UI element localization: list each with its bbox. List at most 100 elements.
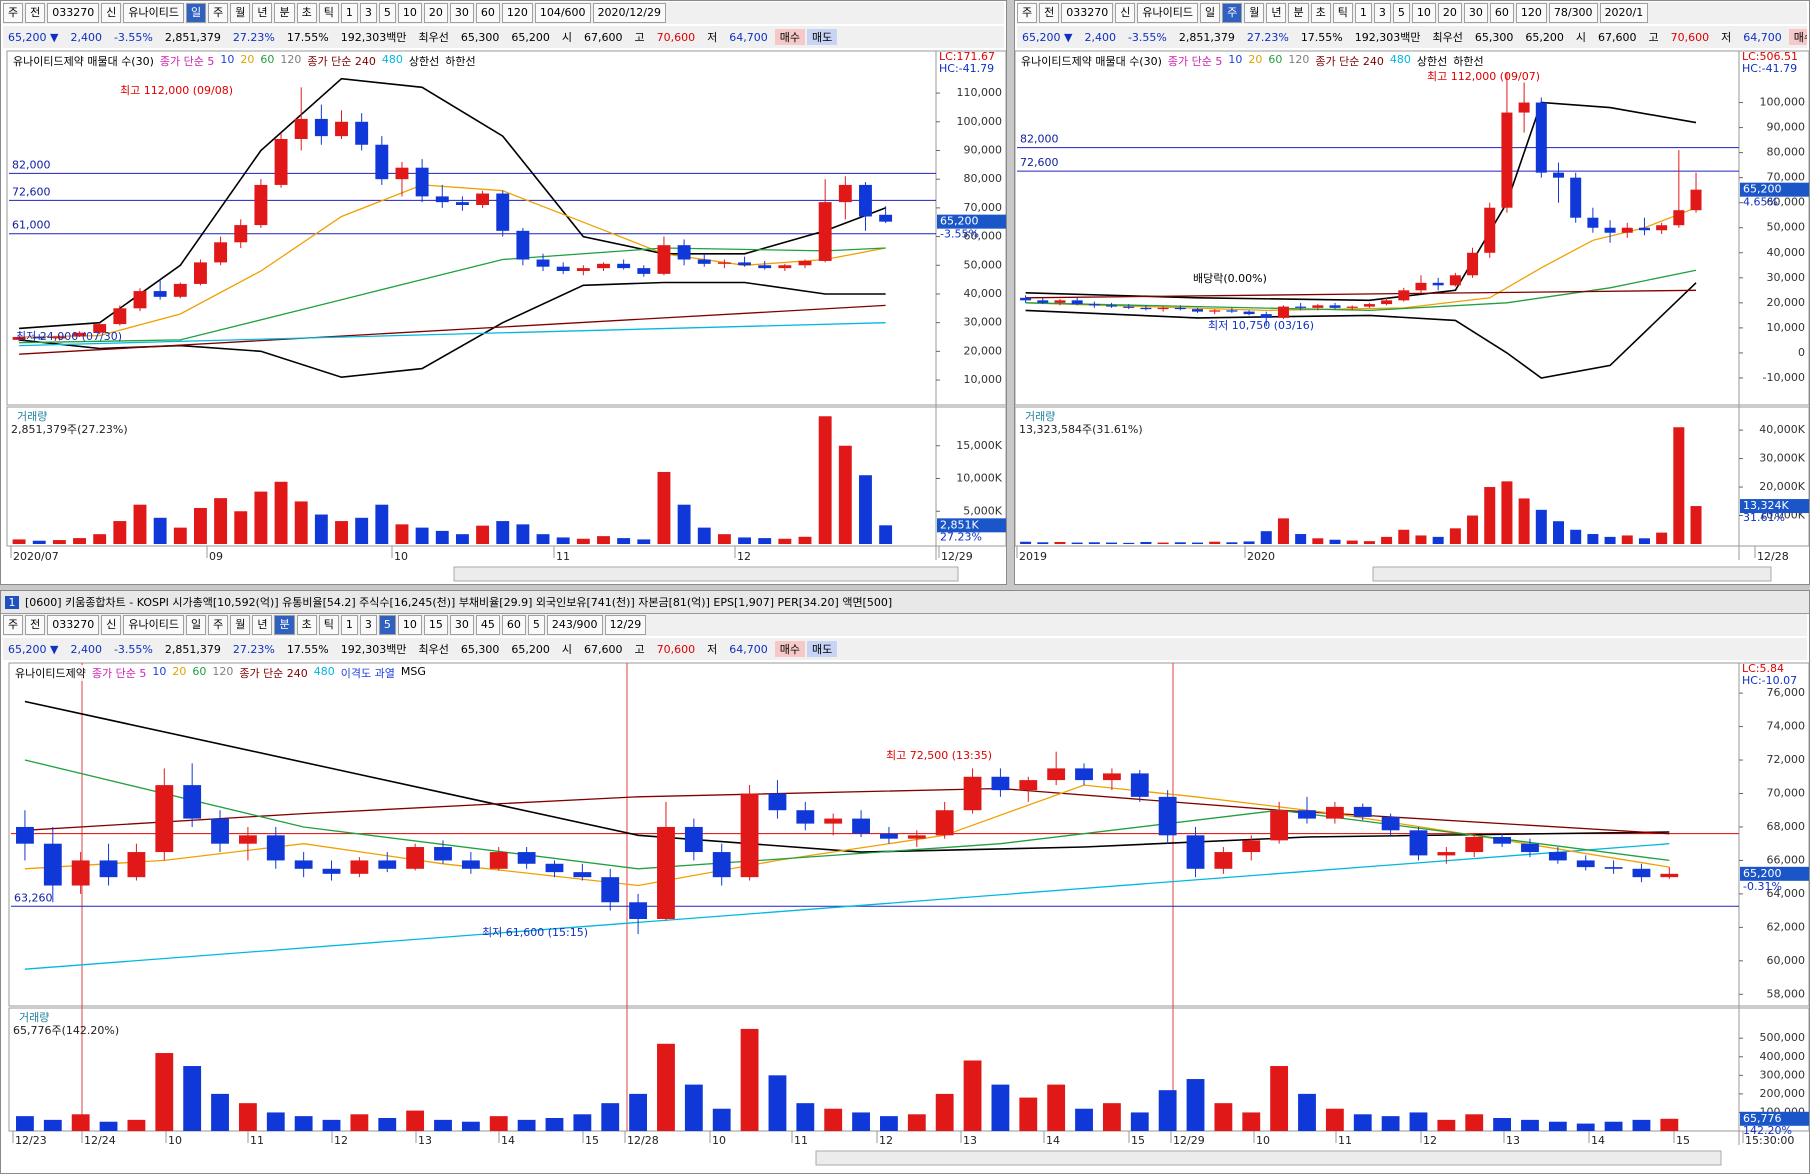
candle-body <box>1140 307 1152 310</box>
quote-field: 64,700 <box>729 642 768 656</box>
toolbar-button[interactable]: 주 <box>1222 3 1243 23</box>
toolbar-button[interactable]: 30 <box>449 615 474 635</box>
y-tick-label: 60,000 <box>964 230 1003 243</box>
toolbar-button[interactable]: 분 <box>274 615 295 635</box>
toolbar-button[interactable]: 60 <box>475 3 500 23</box>
toolbar-button[interactable]: 10 <box>397 615 422 635</box>
toolbar-button[interactable]: 120 <box>1515 3 1547 23</box>
toolbar-button[interactable]: 신 <box>1115 3 1136 23</box>
volume-bar <box>1214 1103 1233 1131</box>
volume-bar <box>684 1084 703 1131</box>
toolbar-button[interactable]: 1 <box>340 3 358 23</box>
order-button[interactable]: 매수 <box>1788 29 1807 45</box>
toolbar-button[interactable]: 033270 <box>47 615 100 635</box>
toolbar-button[interactable]: 분 <box>274 3 295 23</box>
toolbar-button[interactable]: 033270 <box>47 3 100 23</box>
toolbar-button[interactable]: 20 <box>423 3 448 23</box>
toolbar-button[interactable]: 초 <box>296 615 317 635</box>
toolbar-button[interactable]: 주 <box>1017 3 1038 23</box>
toolbar-button[interactable]: 유나이티드 <box>123 3 184 23</box>
toolbar-button[interactable]: 유나이티드 <box>123 615 184 635</box>
toolbar-button[interactable]: 78/300 <box>1548 3 1598 23</box>
legend-item: 10 <box>152 665 167 678</box>
toolbar-button[interactable]: 월 <box>1244 3 1265 23</box>
toolbar-button[interactable]: 전 <box>25 615 46 635</box>
toolbar-button[interactable]: 1 <box>340 615 358 635</box>
toolbar-button[interactable]: 일 <box>185 3 207 23</box>
toolbar-button[interactable]: 10 <box>1411 3 1436 23</box>
volume-bar <box>768 1075 787 1131</box>
toolbar-button[interactable]: 주 <box>208 615 229 635</box>
toolbar-button[interactable]: 신 <box>101 3 122 23</box>
toolbar-button[interactable]: 5 <box>378 615 396 635</box>
toolbar-button[interactable]: 년 <box>1266 3 1287 23</box>
volume-bar <box>355 517 369 544</box>
toolbar-button[interactable]: 신 <box>101 615 122 635</box>
volume-pct-label: 27.23% <box>940 530 982 543</box>
toolbar-button[interactable]: 초 <box>296 3 317 23</box>
toolbar-button[interactable]: 월 <box>230 615 251 635</box>
toolbar-button[interactable]: 틱 <box>1332 3 1353 23</box>
toolbar-button[interactable]: 30 <box>449 3 474 23</box>
toolbar-button[interactable]: 분 <box>1288 3 1309 23</box>
candle-body <box>1174 307 1186 310</box>
volume-bar <box>629 1093 648 1131</box>
toolbar-button[interactable]: 년 <box>252 615 273 635</box>
quote-field: 최우선 <box>418 31 449 44</box>
volume-bar <box>1123 542 1135 544</box>
legend-item: 480 <box>1389 53 1411 66</box>
volume-bar <box>133 504 147 544</box>
candle-body <box>778 265 792 269</box>
toolbar-button[interactable]: 일 <box>185 615 207 635</box>
toolbar-button[interactable]: 월 <box>230 3 251 23</box>
toolbar-button[interactable]: 3 <box>359 3 377 23</box>
order-button[interactable]: 매수 <box>774 641 805 657</box>
toolbar-button[interactable]: 60 <box>501 615 526 635</box>
toolbar-button[interactable]: 45 <box>475 615 500 635</box>
volume-bar <box>740 1028 759 1131</box>
candle-body <box>12 337 26 340</box>
quote-field: 고 <box>634 643 645 656</box>
order-button[interactable]: 매도 <box>807 29 838 45</box>
quote-field: 최우선 <box>1432 31 1463 44</box>
toolbar-button[interactable]: 주 <box>3 615 24 635</box>
toolbar-button[interactable]: 104/600 <box>534 3 591 23</box>
toolbar-button[interactable]: 2020/1 <box>1599 3 1649 23</box>
candle-body <box>1449 275 1461 286</box>
toolbar-button[interactable]: 틱 <box>318 615 339 635</box>
toolbar-button[interactable]: 1 <box>1354 3 1372 23</box>
toolbar-button[interactable]: 일 <box>1199 3 1221 23</box>
toolbar-button[interactable]: 주 <box>3 3 24 23</box>
toolbar-button[interactable]: 243/900 <box>546 615 603 635</box>
toolbar-button[interactable]: 60 <box>1489 3 1514 23</box>
volume-title: 거래량 <box>17 410 47 423</box>
volume-bar <box>1130 1112 1149 1131</box>
toolbar-button[interactable]: 12/29 <box>604 615 647 635</box>
toolbar-button[interactable]: 15 <box>423 615 448 635</box>
toolbar-button[interactable]: 년 <box>252 3 273 23</box>
order-button[interactable]: 매도 <box>807 641 838 657</box>
toolbar-button[interactable]: 5 <box>378 3 396 23</box>
toolbar-button[interactable]: 주 <box>208 3 229 23</box>
toolbar-button[interactable]: 3 <box>1373 3 1391 23</box>
toolbar-button[interactable]: 033270 <box>1061 3 1114 23</box>
toolbar-button[interactable]: 5 <box>527 615 545 635</box>
order-button[interactable]: 매수 <box>774 29 805 45</box>
volume-bar <box>1037 542 1049 544</box>
toolbar-button[interactable]: 초 <box>1310 3 1331 23</box>
quote-field: 시 <box>561 31 572 44</box>
toolbar-button[interactable]: 10 <box>397 3 422 23</box>
toolbar-button[interactable]: 20 <box>1437 3 1462 23</box>
toolbar-button[interactable]: 틱 <box>318 3 339 23</box>
toolbar-button[interactable]: 30 <box>1463 3 1488 23</box>
toolbar-button[interactable]: 유나이티드 <box>1137 3 1198 23</box>
toolbar-button[interactable]: 2020/12/29 <box>592 3 666 23</box>
toolbar-button[interactable]: 전 <box>25 3 46 23</box>
candle-body <box>1576 860 1595 868</box>
toolbar-button[interactable]: 전 <box>1039 3 1060 23</box>
y-tick-label: 60,000 <box>1767 196 1806 209</box>
candle-body <box>879 214 893 222</box>
toolbar-button[interactable]: 3 <box>359 615 377 635</box>
toolbar-button[interactable]: 5 <box>1392 3 1410 23</box>
toolbar-button[interactable]: 120 <box>501 3 533 23</box>
